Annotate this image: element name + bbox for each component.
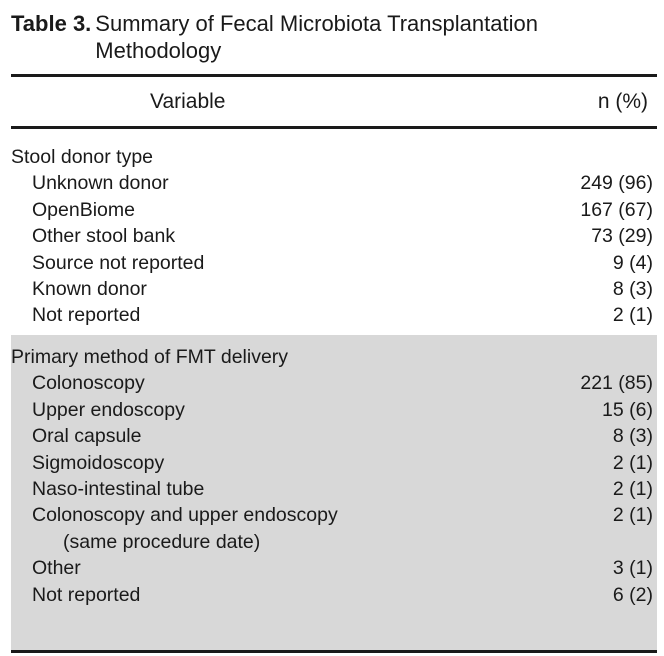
column-header-n-pct: n (%) [597, 90, 648, 113]
row-label: Colonoscopy and upper endoscopy [32, 504, 338, 527]
table-row: Colonoscopy and upper endoscopy 2 (1) [11, 502, 657, 528]
bottom-rule [11, 650, 657, 653]
row-label: Upper endoscopy [32, 398, 185, 421]
row-value: 9 (4) [612, 251, 653, 274]
table-caption: Table 3. Summary of Fecal Microbiota Tra… [11, 10, 651, 64]
row-label: Other [32, 557, 81, 580]
row-value: 15 (6) [602, 398, 653, 421]
table-row: Other 3 (1) [11, 555, 657, 581]
table-row: Known donor 8 (3) [11, 276, 657, 302]
table-row: Naso-intestinal tube 2 (1) [11, 476, 657, 502]
row-label: Known donor [32, 277, 147, 300]
row-label: (same procedure date) [63, 530, 261, 553]
row-value: 73 (29) [591, 225, 653, 248]
table-row: Other stool bank 73 (29) [11, 223, 657, 249]
row-value: 8 (3) [612, 425, 653, 448]
row-value: 6 (2) [612, 583, 653, 606]
row-label: Source not reported [32, 251, 205, 274]
table-row: Oral capsule 8 (3) [11, 423, 657, 449]
table-row: Upper endoscopy 15 (6) [11, 397, 657, 423]
table-row: Colonoscopy 221 (85) [11, 370, 657, 396]
row-label: Oral capsule [32, 425, 142, 448]
table-row: Source not reported 9 (4) [11, 250, 657, 276]
table-row: Not reported 2 (1) [11, 302, 657, 328]
group-heading-label: Primary method of FMT delivery [11, 346, 289, 368]
row-label: Sigmoidoscopy [32, 451, 165, 474]
row-value: 8 (3) [612, 277, 653, 300]
row-label: Colonoscopy [32, 372, 145, 395]
row-value: 167 (67) [580, 198, 653, 221]
row-value: 221 (85) [580, 372, 653, 395]
table-row: Sigmoidoscopy 2 (1) [11, 450, 657, 476]
table-row-continuation: (same procedure date) [11, 529, 657, 555]
table-row: Unknown donor 249 (96) [11, 170, 657, 196]
row-label: Not reported [32, 583, 141, 606]
group-heading: Primary method of FMT delivery [11, 344, 657, 370]
table-row: OpenBiome 167 (67) [11, 197, 657, 223]
row-label: Unknown donor [32, 172, 169, 195]
row-value: 2 (1) [612, 477, 653, 500]
top-rule [11, 74, 657, 77]
row-label: Other stool bank [32, 225, 176, 248]
row-label: Naso-intestinal tube [32, 477, 205, 500]
row-value: 2 (1) [612, 451, 653, 474]
table-label: Table 3. [11, 11, 92, 36]
group-heading: Stool donor type [11, 144, 657, 170]
row-label: Not reported [32, 304, 141, 327]
row-value: 249 (96) [580, 172, 653, 195]
row-value: 2 (1) [612, 504, 653, 527]
row-value: 3 (1) [612, 557, 653, 580]
fmt-delivery-section: Primary method of FMT delivery Colonosco… [11, 335, 657, 650]
row-label: OpenBiome [32, 198, 135, 221]
column-header-variable: Variable [150, 90, 226, 113]
table-title: Summary of Fecal Microbiota Transplantat… [95, 11, 538, 63]
table-row: Not reported 6 (2) [11, 582, 657, 608]
row-value: 2 (1) [612, 304, 653, 327]
group-heading-label: Stool donor type [11, 146, 154, 168]
stool-donor-section: Stool donor type Unknown donor 249 (96) … [11, 142, 657, 334]
header-rule [11, 126, 657, 129]
